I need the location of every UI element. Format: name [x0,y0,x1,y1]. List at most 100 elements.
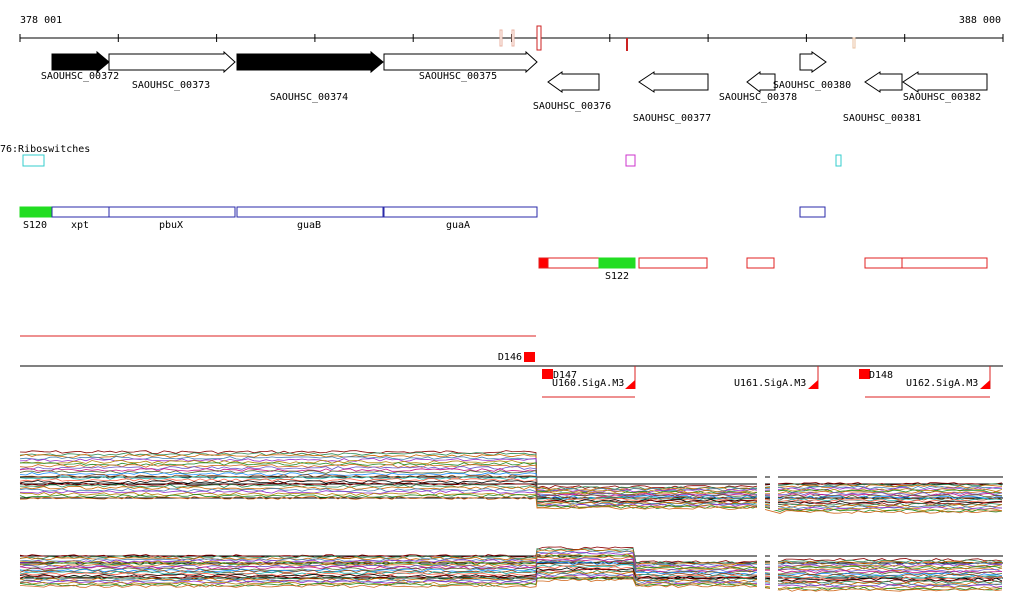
riboswitch-track-label: 76:Riboswitches [0,144,90,155]
sequence-marker[interactable] [511,29,515,47]
operon-track-plus: S120 xpt pbuX guaB guaA [19,206,826,231]
gene-arrow-icon[interactable] [799,51,827,73]
gene-label: SAOUHSC_00380 [773,80,851,91]
operon-track-minus: S122 [538,257,988,282]
operon-segment[interactable] [598,257,636,269]
gene-label: SAOUHSC_00377 [633,113,711,124]
operon-label: guaB [297,220,321,231]
gene-arrow-icon[interactable] [51,50,110,74]
coverage-trace [19,480,1003,505]
sequence-marker[interactable] [626,38,628,51]
coverage-trace [19,562,1003,578]
promoter-flag-icon[interactable] [625,380,635,389]
operon-segment[interactable] [638,257,708,269]
coverage-trace [19,560,1003,575]
gene-label: SAOUHSC_00378 [719,92,797,103]
coverage-trace [19,482,1003,506]
axis-start-label: 378 001 [20,15,62,26]
gene-arrow-icon[interactable] [108,50,236,74]
gene-arrow-icon[interactable] [902,71,988,93]
gene-track: SAOUHSC_00372 SAOUHSC_00373 SAOUHSC_0037… [41,50,988,124]
gene-arrow-icon[interactable] [236,50,384,74]
coverage-trace [19,466,1003,497]
divider-marker[interactable] [524,352,535,362]
coverage-trace [19,578,1003,592]
track-gap [757,545,765,590]
divider-marker[interactable] [859,369,870,379]
axis-ticks [19,34,1004,42]
promoter-label: U162.SigA.M3 [906,378,978,389]
expression-track-minus [19,546,1003,592]
gene-arrow-icon[interactable] [638,71,709,93]
operon-segment[interactable] [901,257,988,269]
promoter-flag-icon[interactable] [980,380,990,389]
coverage-trace [19,454,1003,491]
coverage-trace [19,492,1003,512]
coverage-trace [19,450,1003,489]
coverage-trace [19,558,1003,574]
divider-label: D148 [869,370,893,381]
gene-arrow-icon[interactable] [383,50,538,74]
divider-label: D146 [498,352,522,363]
riboswitch-feature[interactable] [835,154,842,167]
coverage-trace [19,488,1003,510]
coverage-trace [19,486,1003,508]
sequence-marker[interactable] [536,25,542,51]
promoter-label: U161.SigA.M3 [734,378,806,389]
coverage-trace [19,573,1003,588]
coverage-trace [19,494,1003,513]
promoter-flag-icon[interactable] [808,380,818,389]
coverage-trace [19,561,1003,577]
operon-segment[interactable] [383,206,538,218]
riboswitch-feature[interactable] [22,154,45,167]
coverage-trace [19,476,1003,502]
riboswitch-track: 76:Riboswitches [0,144,842,167]
coverage-trace [19,490,1003,511]
divider-label: D147 [553,370,577,381]
gene-arrow-icon[interactable] [746,70,776,94]
operon-label: xpt [71,220,89,231]
operon-label: pbuX [159,220,183,231]
coverage-trace [19,553,1003,570]
gene-arrow-icon[interactable] [547,71,600,93]
operon-segment[interactable] [51,206,110,218]
operon-label: guaA [446,220,470,231]
coverage-trace [19,568,1003,583]
operon-segment[interactable] [746,257,775,269]
gene-label: SAOUHSC_00373 [132,80,210,91]
gene-label: SAOUHSC_00372 [41,71,119,82]
operon-segment[interactable] [19,206,53,218]
coverage-trace [19,551,1003,569]
track-gap [770,470,778,510]
coverage-trace [19,468,1003,498]
coverage-trace [19,576,1003,591]
coverage-trace [19,565,1003,581]
operon-label: S120 [23,220,47,231]
transcript-track: D146 D147 D148 U160.SigA.M3 U161.SigA.M3… [20,335,1003,398]
gene-label: SAOUHSC_00374 [270,92,348,103]
coverage-trace [19,458,1003,493]
operon-segment[interactable] [538,257,549,269]
coverage-trace [19,478,1003,503]
promoter-label: U160.SigA.M3 [552,378,624,389]
operon-segment[interactable] [864,257,903,269]
coverage-trace [19,554,1003,570]
operon-segment[interactable] [547,257,600,269]
sequence-marker[interactable] [852,37,856,49]
axis-end-label: 388 000 [959,15,1001,26]
coverage-trace [19,472,1002,500]
operon-segment[interactable] [799,206,826,218]
operon-segment[interactable] [236,206,384,218]
operon-label: S122 [605,271,629,282]
track-gap [757,470,765,510]
divider-marker[interactable] [542,369,553,379]
sequence-marker[interactable] [499,29,503,47]
axis-scale: 378 001 388 000 [19,15,1004,51]
coverage-trace [19,456,1003,492]
riboswitch-feature[interactable] [625,154,636,167]
gene-arrow-icon[interactable] [864,71,903,93]
coverage-trace [19,496,1003,514]
coverage-trace [19,546,1003,564]
operon-segment[interactable] [108,206,236,218]
gene-label: SAOUHSC_00381 [843,113,921,124]
